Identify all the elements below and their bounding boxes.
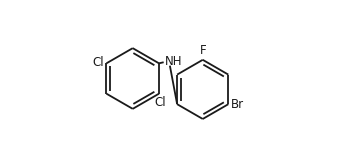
Text: F: F xyxy=(200,44,206,57)
Text: Cl: Cl xyxy=(155,96,166,109)
Text: NH: NH xyxy=(164,55,182,68)
Text: Br: Br xyxy=(231,98,244,111)
Text: Cl: Cl xyxy=(92,56,104,69)
